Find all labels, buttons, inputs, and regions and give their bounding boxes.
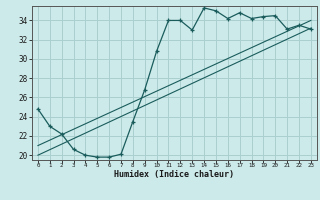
X-axis label: Humidex (Indice chaleur): Humidex (Indice chaleur) — [115, 170, 234, 179]
